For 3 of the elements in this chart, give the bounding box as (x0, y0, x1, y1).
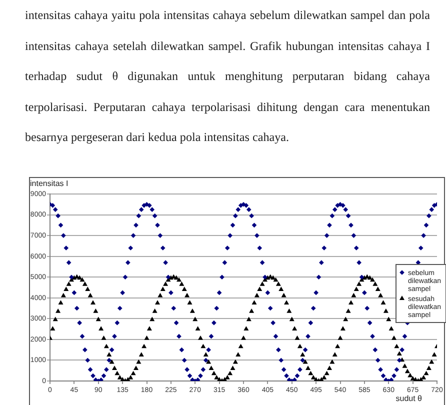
text: intensitas cahaya yaitu pola intensitas cahaya sebelum dilewatkan sampel dan pola intensitas cahaya setelah dilewatkan sampel. Grafik hubungan intensitas cahaya I terhadap sudut θ digunakan untuk menghitung perputaran bidang cahaya terpolarisasi. Perputaran cahaya terpolarisasi dihitung dengan cara menentukan besarnya pergeseran dari kedua pola intensitas cahaya. (25, 8, 430, 144)
y-axis-title: intensitas I (30, 179, 68, 188)
x-axis-title: sudut θ (396, 394, 423, 403)
